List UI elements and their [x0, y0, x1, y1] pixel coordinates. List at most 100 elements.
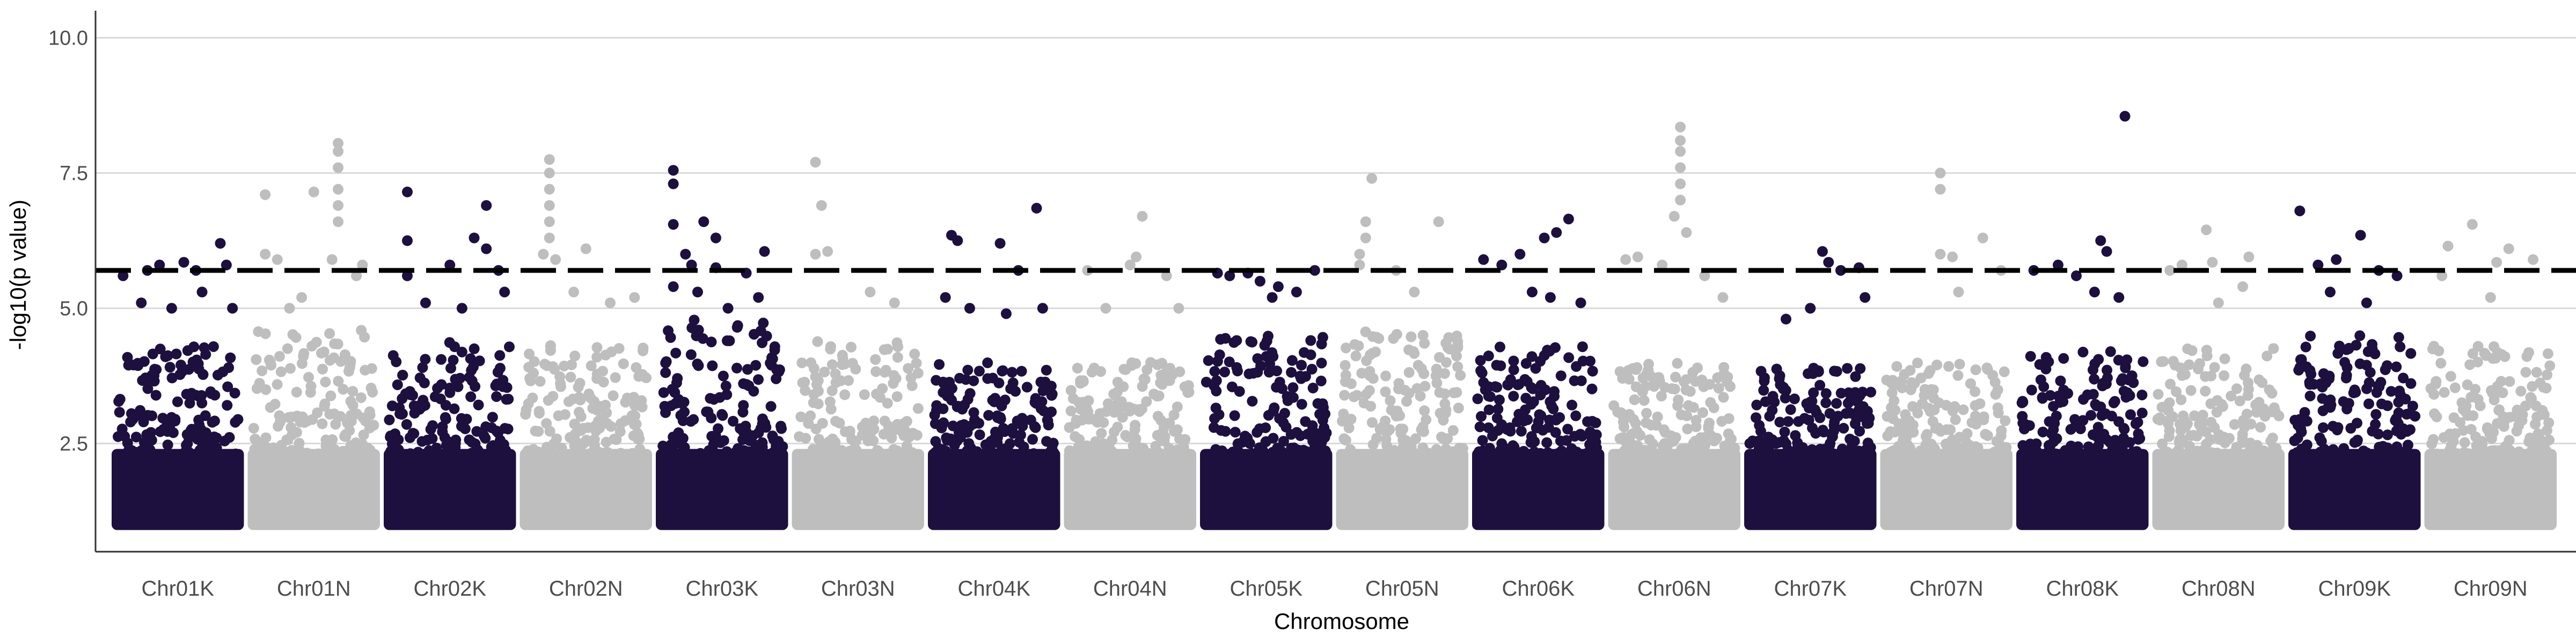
data-point	[1101, 406, 1112, 417]
data-point	[2243, 384, 2254, 395]
data-point	[1046, 390, 1057, 401]
data-point	[1145, 357, 1157, 368]
data-point	[1491, 382, 1503, 393]
data-point	[2044, 445, 2055, 456]
data-point-peak	[668, 165, 679, 176]
data-point	[2044, 416, 2055, 427]
data-point	[1040, 383, 1051, 394]
data-point	[2077, 347, 2089, 358]
data-point	[2045, 390, 2056, 401]
data-point	[2301, 361, 2312, 372]
data-point	[2176, 394, 2187, 406]
data-point	[1831, 398, 1842, 409]
data-point-peak	[196, 287, 208, 298]
data-point	[898, 418, 909, 429]
data-point	[1898, 435, 1909, 446]
data-point-peak	[260, 248, 271, 260]
data-point	[2339, 357, 2351, 368]
data-point-peak	[692, 287, 703, 298]
data-point	[147, 410, 158, 421]
data-point	[157, 413, 169, 424]
data-point	[1109, 426, 1120, 437]
data-point-peak	[1717, 292, 1729, 303]
data-point	[2391, 361, 2402, 372]
data-point	[2465, 392, 2477, 403]
data-point	[808, 397, 819, 408]
data-point-peak	[1272, 281, 1284, 292]
data-point	[825, 343, 836, 355]
data-point	[1361, 355, 1372, 367]
y-tick-label: 2.5	[60, 433, 88, 455]
x-tick-label: Chr04K	[957, 577, 1030, 601]
data-point-peak	[544, 184, 555, 195]
point-cloud-Chr05K	[1200, 449, 1333, 530]
data-point	[799, 377, 810, 388]
data-point	[230, 448, 241, 459]
data-point	[1924, 365, 1936, 376]
data-point	[1136, 404, 1147, 415]
data-point	[364, 406, 375, 418]
data-point	[134, 448, 145, 459]
data-point	[2445, 428, 2456, 440]
data-point	[1774, 370, 1785, 382]
data-point	[1838, 422, 1849, 434]
data-point	[1065, 405, 1077, 416]
data-point	[533, 406, 545, 417]
data-point	[1614, 433, 1626, 444]
data-point	[705, 393, 716, 404]
data-point	[1090, 436, 1101, 447]
data-point	[609, 434, 620, 445]
data-point	[1491, 412, 1503, 423]
data-point	[2301, 415, 2312, 427]
data-point	[2251, 407, 2262, 418]
data-point	[142, 376, 153, 387]
data-point	[708, 439, 719, 450]
data-point	[2000, 415, 2011, 426]
data-point	[502, 423, 514, 435]
data-point	[1584, 439, 1596, 450]
data-point	[441, 440, 452, 451]
data-point	[1842, 363, 1853, 374]
data-point	[1483, 422, 1494, 434]
data-point	[2161, 447, 2172, 458]
data-point-peak	[333, 137, 344, 149]
data-point	[1900, 421, 1912, 432]
data-point	[933, 443, 944, 454]
data-point	[269, 399, 281, 410]
data-point	[1114, 404, 1125, 415]
data-point-peak	[1224, 270, 1235, 281]
data-point	[1219, 367, 1230, 378]
data-point-peak	[1366, 173, 1378, 184]
data-point	[535, 376, 546, 387]
data-point	[1512, 379, 1524, 391]
data-point	[1718, 392, 1729, 403]
point-cloud-Chr01N	[247, 449, 380, 530]
data-point	[439, 432, 450, 443]
data-point-peak	[2070, 270, 2082, 281]
data-point	[1923, 402, 1935, 414]
data-point	[274, 351, 285, 362]
data-point	[839, 389, 851, 400]
data-point-peak	[308, 186, 319, 197]
data-point	[592, 415, 604, 427]
data-point-peak	[2391, 270, 2403, 281]
data-point	[256, 444, 267, 455]
data-point	[636, 370, 647, 382]
data-point	[658, 387, 669, 398]
data-point	[1474, 421, 1485, 433]
data-point	[1617, 373, 1628, 384]
data-point	[868, 423, 880, 435]
data-point	[1854, 390, 1865, 401]
data-point	[858, 424, 869, 435]
data-point	[164, 449, 175, 460]
data-point	[2480, 350, 2492, 361]
data-point	[1367, 439, 1379, 450]
data-point	[2211, 407, 2222, 418]
data-point	[565, 432, 576, 443]
data-point	[284, 363, 296, 374]
data-point	[1247, 396, 1258, 407]
data-point	[2179, 415, 2190, 426]
data-point-peak	[1496, 259, 1507, 270]
data-point	[1143, 448, 1154, 459]
data-point	[2205, 434, 2216, 445]
